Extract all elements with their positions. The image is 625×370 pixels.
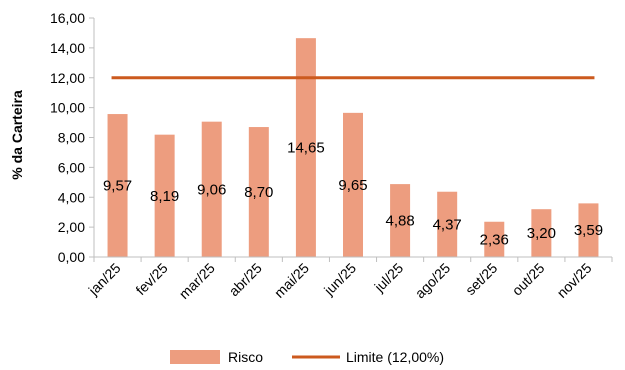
- legend-label-limite: Limite (12,00%): [346, 349, 444, 365]
- y-tick-label: 10,00: [50, 100, 85, 116]
- bar-fev-25: [154, 134, 175, 257]
- y-axis-title: % da Carteira: [9, 90, 25, 180]
- bar-jan-25: [107, 114, 128, 257]
- x-tick-label: mar/25: [176, 260, 218, 302]
- y-tick-label: 0,00: [58, 249, 85, 265]
- data-label: 3,59: [574, 222, 603, 239]
- y-tick-label: 8,00: [58, 130, 85, 146]
- bar-mar-25: [201, 121, 222, 257]
- legend-label-risco: Risco: [228, 349, 263, 365]
- bar-jun-25: [343, 112, 363, 258]
- y-axis: 0,00 2,00 4,00 6,00 8,00 10,00 12,00 14,00 16,00: [50, 10, 95, 265]
- data-label: 4,88: [385, 213, 414, 230]
- data-label: 14,65: [287, 140, 325, 157]
- x-tick-label: mai/25: [271, 260, 312, 301]
- data-label: 9,65: [338, 177, 367, 194]
- data-label: 9,06: [197, 181, 226, 198]
- y-tick-label: 16,00: [50, 10, 85, 26]
- x-tick-label: ago/25: [412, 260, 454, 302]
- x-axis: jan/25 fev/25 mar/25 abr/25 mai/25 jun/25 jul/…: [85, 256, 613, 302]
- bar-nov-25: [578, 203, 599, 257]
- data-labels: 9,57 8,19 9,06 8,70 14,65 9,65 4,88 4,37 2,36 3,2…: [103, 140, 603, 249]
- legend: Risco Limite (12,00%): [170, 349, 444, 365]
- bar-ago-25: [437, 191, 458, 257]
- x-tick-label: jun/25: [320, 260, 359, 299]
- bar-jul-25: [390, 184, 411, 257]
- data-label: 8,19: [150, 188, 179, 205]
- data-label: 4,37: [433, 216, 462, 233]
- x-tick-label: jul/25: [371, 260, 407, 296]
- x-tick-label: nov/25: [554, 260, 595, 301]
- y-tick-label: 2,00: [58, 219, 85, 235]
- bar-abr-25: [248, 127, 269, 257]
- y-tick-label: 12,00: [50, 70, 85, 86]
- data-label: 9,57: [103, 178, 132, 195]
- x-tick-label: set/25: [462, 260, 500, 298]
- y-tick-label: 6,00: [58, 159, 85, 175]
- bar-set-25: [484, 221, 505, 257]
- y-tick-label: 4,00: [58, 189, 85, 205]
- y-tick-label: 14,00: [50, 40, 85, 56]
- data-label: 2,36: [480, 231, 509, 248]
- bar-out-25: [531, 209, 552, 257]
- legend-swatch-risco: [170, 350, 220, 364]
- x-tick-label: out/25: [509, 260, 548, 299]
- x-tick-label: abr/25: [226, 260, 266, 300]
- x-tick-label: fev/25: [132, 260, 170, 298]
- data-label: 8,70: [244, 184, 273, 201]
- x-tick-label: jan/25: [85, 260, 124, 299]
- bars: [107, 38, 599, 258]
- bar-mai-25: [295, 38, 316, 258]
- data-label: 3,20: [527, 225, 556, 242]
